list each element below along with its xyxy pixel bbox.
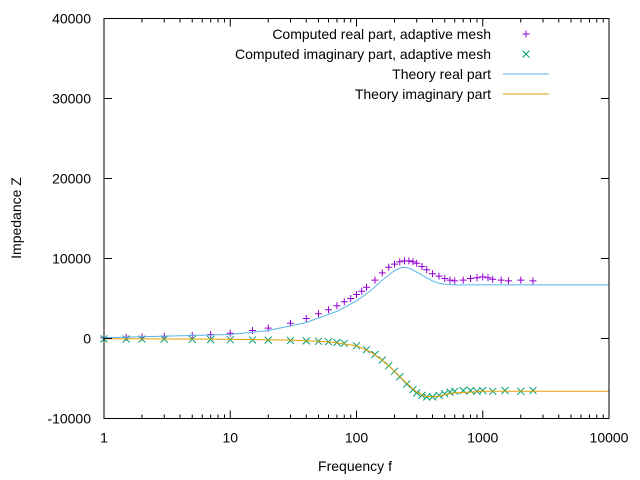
data-point xyxy=(314,310,322,318)
legend-label: Computed real part, adaptive mesh xyxy=(272,26,491,42)
legend-swatch xyxy=(522,30,530,38)
y-tick-label: 40000 xyxy=(52,11,91,27)
data-point xyxy=(347,295,355,302)
data-point xyxy=(302,315,310,322)
series-1 xyxy=(100,257,537,342)
data-point xyxy=(340,298,348,306)
legend-label: Theory imaginary part xyxy=(355,86,491,102)
data-point xyxy=(405,257,413,265)
data-point xyxy=(501,386,509,395)
data-point xyxy=(484,274,492,282)
x-tick-label: 10 xyxy=(222,430,238,446)
data-point xyxy=(479,273,487,281)
data-point xyxy=(446,276,454,284)
y-tick-label: 0 xyxy=(83,331,91,347)
data-point xyxy=(248,327,256,334)
data-point xyxy=(385,263,393,271)
data-point xyxy=(418,263,426,270)
y-tick-label: -10000 xyxy=(47,411,91,427)
data-point xyxy=(358,287,366,295)
data-point xyxy=(429,270,437,278)
data-point xyxy=(371,276,379,284)
x-tick-label: 10000 xyxy=(590,430,629,446)
data-point xyxy=(409,258,417,266)
data-point xyxy=(459,276,467,284)
data-point xyxy=(402,380,411,388)
data-point xyxy=(489,275,497,283)
legend-label: Theory real part xyxy=(392,66,491,82)
data-point xyxy=(435,391,443,400)
data-point xyxy=(378,269,386,277)
y-axis-label: Impedance Z xyxy=(8,177,24,259)
series-2 xyxy=(100,335,537,401)
data-point xyxy=(423,266,431,274)
data-point xyxy=(413,259,421,267)
data-point xyxy=(353,291,360,298)
data-point xyxy=(396,258,404,266)
data-point xyxy=(362,283,370,291)
plot-frame xyxy=(103,18,610,419)
data-point xyxy=(505,277,513,285)
y-tick-label: 30000 xyxy=(52,91,91,107)
data-point xyxy=(435,272,443,280)
series-3 xyxy=(103,266,609,339)
data-point xyxy=(517,276,525,284)
y-tick-label: 10000 xyxy=(52,251,91,267)
legend-label: Computed imaginary part, adaptive mesh xyxy=(235,46,491,62)
x-tick-label: 1000 xyxy=(467,430,498,446)
data-point xyxy=(467,275,475,282)
data-point xyxy=(324,306,332,314)
x-tick-label: 1 xyxy=(100,430,108,446)
x-axis-label: Frequency f xyxy=(318,458,392,474)
series-4 xyxy=(103,338,609,398)
data-point xyxy=(441,275,449,282)
legend-swatch xyxy=(522,50,530,58)
x-tick-label: 100 xyxy=(345,430,369,446)
data-point xyxy=(466,386,475,395)
data-point xyxy=(391,260,399,268)
series-line xyxy=(103,266,609,339)
chart-legend: Computed real part, adaptive mesh Compute… xyxy=(235,26,549,102)
data-point xyxy=(422,393,431,401)
chart-axes: 1 10 100 1000 10000 -10000 0 10000 20000 30000 400… xyxy=(47,11,628,446)
data-point xyxy=(226,329,234,337)
y-tick-label: 20000 xyxy=(52,171,91,187)
data-point xyxy=(529,277,537,285)
data-point xyxy=(340,339,349,348)
data-point xyxy=(497,276,505,284)
data-point xyxy=(529,386,537,395)
data-point xyxy=(478,386,487,395)
data-point xyxy=(440,389,449,398)
data-point xyxy=(333,302,341,310)
data-point xyxy=(451,277,459,285)
series-line xyxy=(103,338,609,398)
data-point xyxy=(473,274,481,282)
chart-marks xyxy=(100,257,609,401)
